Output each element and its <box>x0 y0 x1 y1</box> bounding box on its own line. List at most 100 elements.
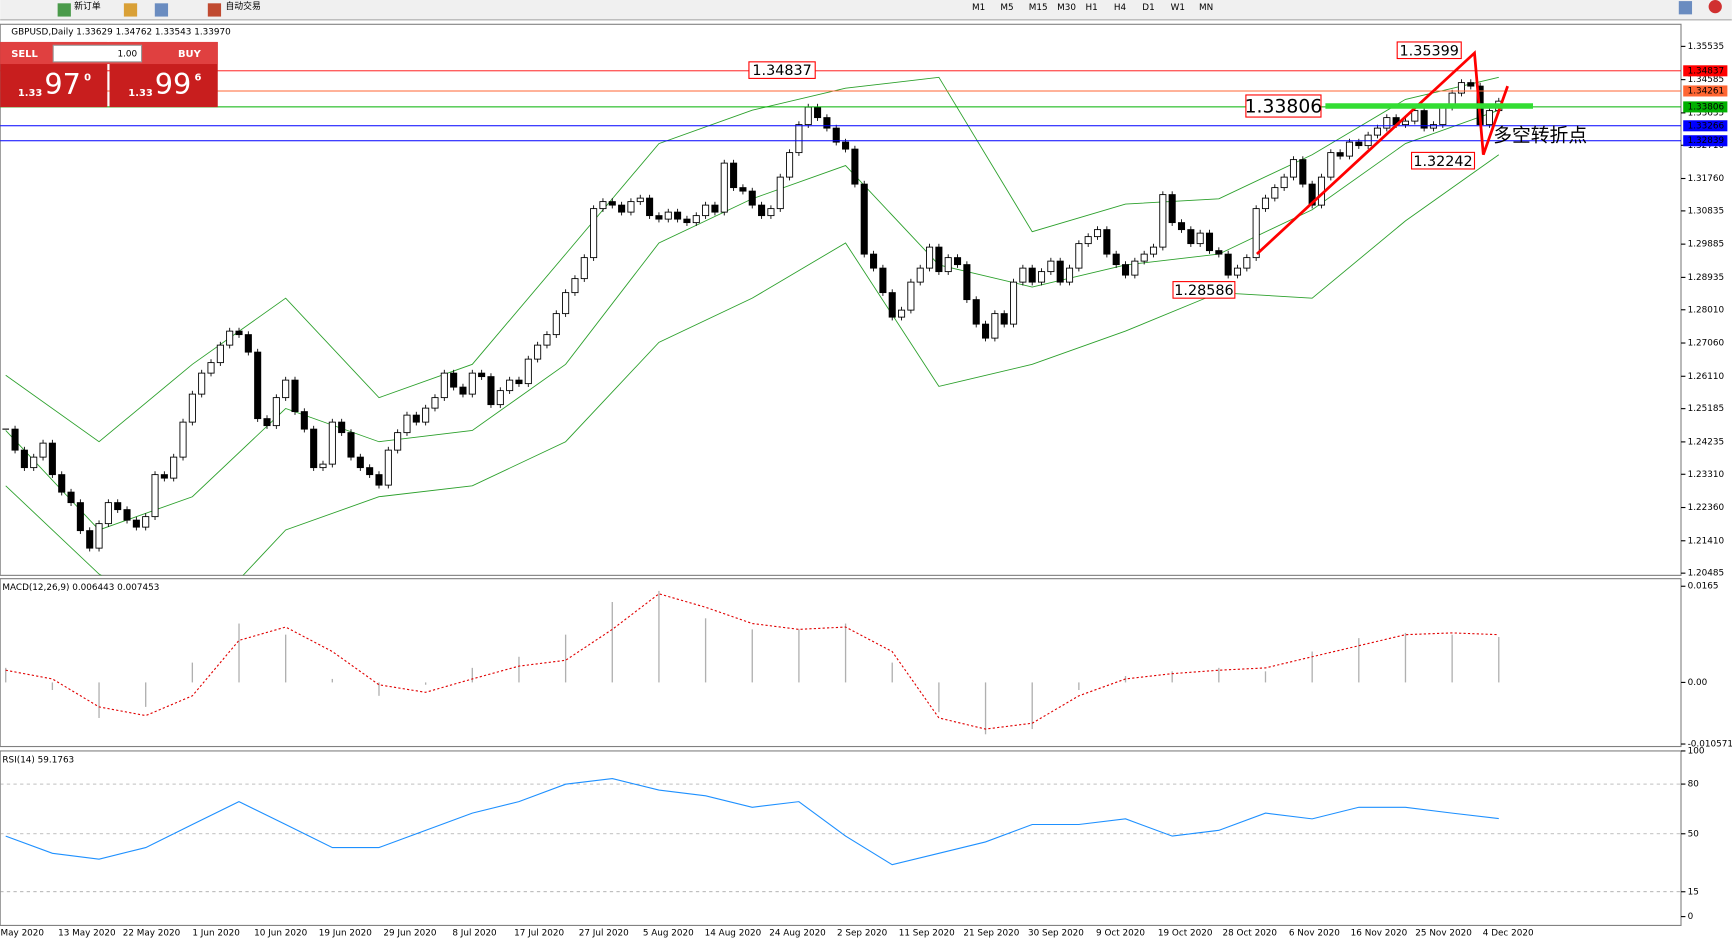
candle <box>263 418 271 427</box>
candle <box>1457 82 1465 94</box>
candle <box>776 176 784 210</box>
candle <box>478 372 486 378</box>
candle <box>1327 152 1335 178</box>
timeframe[interactable]: W1 <box>1171 3 1185 13</box>
y-tick-label: 50 <box>1688 829 1700 839</box>
candle <box>627 201 635 213</box>
candle <box>1177 222 1186 231</box>
candle <box>1355 141 1363 147</box>
candle <box>282 379 290 399</box>
candle <box>823 117 831 129</box>
candle <box>618 204 626 213</box>
candle <box>1289 159 1298 178</box>
candle <box>786 152 794 178</box>
candle <box>552 313 560 336</box>
y-tick-label: -0.010571 <box>1688 740 1732 750</box>
candle <box>272 397 280 427</box>
sell-button[interactable]: SELL <box>11 49 38 60</box>
timeframe[interactable]: H1 <box>1086 3 1098 13</box>
y-tick-label: 0.00 <box>1688 678 1708 688</box>
candle <box>1121 264 1130 276</box>
timeframe[interactable]: M30 <box>1057 3 1076 13</box>
timeframe[interactable]: MN <box>1199 3 1213 13</box>
new-order[interactable]: 新订单 <box>74 0 101 12</box>
tool-icon[interactable] <box>154 3 169 17</box>
candle <box>767 208 775 217</box>
candle <box>170 456 178 479</box>
candle <box>356 456 364 469</box>
annotation-box <box>748 61 816 79</box>
candle <box>1252 208 1260 259</box>
x-tick-label: 1 Jun 2020 <box>192 929 240 939</box>
candle <box>179 421 187 458</box>
ask-point: 6 <box>195 72 202 83</box>
timeframe[interactable]: D1 <box>1142 3 1154 13</box>
auto-trading-icon[interactable] <box>207 3 222 17</box>
candle <box>683 218 691 224</box>
timeframe[interactable]: M15 <box>1029 3 1048 13</box>
tool-icon[interactable] <box>123 3 138 17</box>
notification[interactable] <box>1708 0 1722 14</box>
y-tick-label: 1.28010 <box>1688 305 1725 315</box>
candle <box>76 502 84 532</box>
y-tick-label: 1.29885 <box>1688 240 1725 250</box>
candle <box>347 432 355 458</box>
annotation: 1.34837 <box>752 63 811 79</box>
candle <box>1168 194 1176 224</box>
x-tick-label: 30 Sep 2020 <box>1028 929 1084 939</box>
candle <box>1383 117 1391 129</box>
trade-panel: SELL 1.00 BUY 1.33 97 0 1.33 99 6 <box>0 41 218 108</box>
candle <box>748 190 756 206</box>
candle <box>758 204 766 217</box>
candle <box>636 197 644 203</box>
candle <box>132 519 140 528</box>
candle <box>151 474 159 518</box>
x-tick-label: 11 Sep 2020 <box>899 929 955 939</box>
candle <box>646 197 654 217</box>
annotation: 1.33806 <box>1245 97 1323 118</box>
x-tick-label: 22 May 2020 <box>123 929 181 939</box>
y-tick-label: 1.24235 <box>1688 437 1725 447</box>
candle <box>580 257 588 280</box>
timeframe[interactable]: H4 <box>1114 3 1127 13</box>
candle <box>655 215 663 220</box>
price-line-label: 1.32839 <box>1688 136 1725 146</box>
x-tick-label: 13 May 2020 <box>58 929 116 939</box>
y-tick-label: 100 <box>1688 746 1705 756</box>
candle <box>506 379 514 392</box>
candle <box>888 292 896 318</box>
buy-button[interactable]: BUY <box>178 49 202 60</box>
lots-input[interactable] <box>52 44 143 63</box>
auto-trading[interactable]: 自动交易 <box>225 0 260 12</box>
candle <box>515 379 523 385</box>
price-panel <box>0 23 1682 576</box>
candle <box>310 428 318 469</box>
candle <box>608 201 616 206</box>
candle <box>440 372 448 399</box>
bid-big: 1.33 <box>18 88 43 99</box>
search-icon[interactable] <box>1678 1 1693 15</box>
candle <box>870 253 878 269</box>
candle <box>1056 260 1064 283</box>
lots[interactable]: 1.00 <box>117 50 137 60</box>
x-tick-label: 21 Sep 2020 <box>963 929 1019 939</box>
candle <box>571 278 579 294</box>
candle <box>879 267 887 294</box>
timeframe[interactable]: M5 <box>1000 3 1013 13</box>
timeframe[interactable]: M1 <box>972 3 985 13</box>
new-order-icon[interactable] <box>57 3 71 17</box>
candle <box>907 281 915 311</box>
x-tick-label: 4 Dec 2020 <box>1483 929 1534 939</box>
x-tick-label: 17 Jul 2020 <box>514 929 564 939</box>
candle <box>207 362 215 374</box>
candle <box>1373 127 1382 136</box>
candle <box>1019 267 1027 283</box>
candle <box>1047 260 1055 273</box>
candle <box>534 344 542 360</box>
candle <box>1075 243 1083 269</box>
candle <box>944 257 952 273</box>
x-tick-label: 5 Aug 2020 <box>643 929 694 939</box>
candle <box>1467 82 1475 87</box>
candle <box>1038 271 1046 283</box>
candle <box>319 463 327 469</box>
